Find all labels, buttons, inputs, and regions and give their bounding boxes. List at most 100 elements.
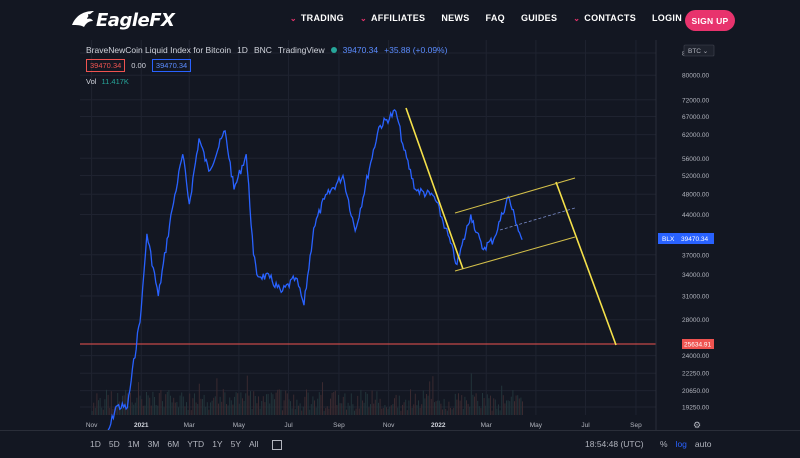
price-tick-label: 34000.00: [682, 272, 709, 279]
logo-wordmark: EagleFX: [96, 9, 175, 31]
nav-faq[interactable]: FAQ: [486, 13, 505, 23]
volume-bar: [403, 402, 405, 415]
chart-grid: [80, 40, 656, 415]
volume-bar: [440, 403, 442, 415]
price-tick-label: 31000.00: [682, 294, 709, 301]
volume-bar: [320, 394, 322, 415]
volume-bar: [483, 398, 485, 415]
volume-bar: [464, 396, 466, 415]
volume-bar: [206, 402, 208, 415]
volume-bar: [408, 400, 410, 415]
period-6m[interactable]: 6M: [167, 439, 180, 449]
nav-contacts[interactable]: ⌄ CONTACTS: [573, 13, 636, 23]
percent-scale-toggle[interactable]: %: [660, 439, 668, 449]
period-1m[interactable]: 1M: [127, 439, 140, 449]
channel-upper-line[interactable]: [454, 177, 576, 214]
nav-news[interactable]: NEWS: [441, 13, 469, 23]
volume-bar: [275, 392, 277, 415]
volume-bar: [459, 400, 461, 415]
volume-bar: [141, 399, 143, 415]
volume-bar: [454, 393, 456, 415]
volume-bar: [504, 403, 506, 415]
price-chart[interactable]: 88000.0080000.0072000.0067000.0062000.00…: [0, 0, 800, 430]
period-1y[interactable]: 1Y: [212, 439, 223, 449]
price-tick-label: 19250.00: [682, 404, 709, 411]
volume-bar: [474, 396, 475, 415]
volume-bar: [109, 407, 111, 415]
volume-bar: [101, 407, 103, 415]
period-5y[interactable]: 5Y: [230, 439, 241, 449]
source-label: TradingView: [277, 45, 325, 55]
eaglefx-logo[interactable]: EagleFX: [70, 4, 175, 36]
currency-tag[interactable]: BTC ⌄: [683, 44, 715, 57]
calendar-icon[interactable]: [272, 440, 282, 450]
chart-plot-background: [80, 40, 656, 430]
volume-bar: [438, 400, 440, 415]
volume-bar: [120, 409, 122, 415]
volume-bar: [226, 404, 227, 415]
volume-bar: [355, 408, 357, 415]
volume-bar: [424, 398, 426, 415]
volume-bar: [299, 403, 301, 415]
volume-bar: [198, 383, 200, 415]
volume-bar: [253, 391, 255, 415]
level-price-value: 25634.91: [684, 342, 711, 349]
volume-bar: [251, 409, 253, 415]
volume-bar: [242, 398, 243, 415]
volume-bar: [219, 396, 221, 415]
volume-bar: [419, 408, 421, 415]
volume-bar: [323, 410, 325, 415]
channel-mid-line[interactable]: [499, 207, 576, 231]
period-1d[interactable]: 1D: [90, 439, 101, 449]
chart-legend: BraveNewCoin Liquid Index for Bitcoin 1D…: [86, 45, 447, 86]
volume-bar: [349, 405, 351, 415]
drawing-annotations[interactable]: [405, 107, 617, 346]
volume-bar: [466, 400, 467, 415]
volume-bar: [106, 389, 107, 415]
volume-bar: [192, 398, 194, 415]
time-tick-label: Sep: [333, 422, 345, 429]
volume-bar: [395, 394, 397, 415]
utc-clock[interactable]: 18:54:48 (UTC): [585, 439, 644, 449]
signup-button[interactable]: SIGN UP: [685, 10, 735, 31]
volume-bar: [202, 399, 203, 415]
symbol-title[interactable]: BraveNewCoin Liquid Index for Bitcoin: [86, 45, 232, 55]
volume-bar: [261, 401, 263, 415]
volume-bar: [283, 400, 285, 415]
projection-line[interactable]: [555, 181, 617, 346]
volume-bar: [326, 406, 328, 415]
volume-bar: [398, 395, 400, 415]
volume-bar: [213, 397, 215, 415]
nav-guides[interactable]: GUIDES: [521, 13, 557, 23]
settings-gear-icon[interactable]: ⚙: [693, 420, 702, 430]
period-5d[interactable]: 5D: [108, 439, 120, 449]
volume-bar: [171, 402, 173, 415]
bid-box[interactable]: 39470.34: [86, 59, 126, 72]
time-axis[interactable]: Nov 2021 Mar May Jul Sep Nov 2022 Mar May Jul Sep: [86, 422, 642, 429]
volume-bar: [182, 396, 184, 415]
volume-bar: [163, 407, 165, 415]
volume-bar: [336, 405, 338, 415]
volume-bar: [144, 405, 146, 415]
period-ytd[interactable]: YTD: [187, 439, 205, 449]
volume-bar: [104, 399, 106, 415]
log-scale-toggle[interactable]: log: [675, 439, 687, 449]
nav-affiliates[interactable]: ⌄ AFFILIATES: [360, 13, 425, 23]
nav-trading[interactable]: ⌄ TRADING: [290, 13, 344, 23]
period-3m[interactable]: 3M: [147, 439, 160, 449]
price-axis[interactable]: 88000.0080000.0072000.0067000.0062000.00…: [682, 51, 709, 412]
ask-box[interactable]: 39470.34: [151, 59, 192, 72]
volume-bar: [296, 399, 298, 415]
spread-value: 0.00: [131, 61, 146, 70]
period-all[interactable]: All: [249, 439, 259, 449]
nav-login[interactable]: LOGIN: [652, 13, 682, 23]
volume-bar: [379, 398, 381, 415]
downtrend-line[interactable]: [405, 107, 464, 270]
channel-lower-line[interactable]: [454, 236, 576, 272]
volume-bar: [186, 402, 187, 415]
logo-fx: FX: [149, 9, 175, 31]
auto-scale-toggle[interactable]: auto: [694, 439, 712, 449]
price-change: +35.88 (+0.09%): [384, 45, 448, 55]
volume-bar: [317, 398, 319, 415]
volume-bar: [134, 402, 136, 415]
